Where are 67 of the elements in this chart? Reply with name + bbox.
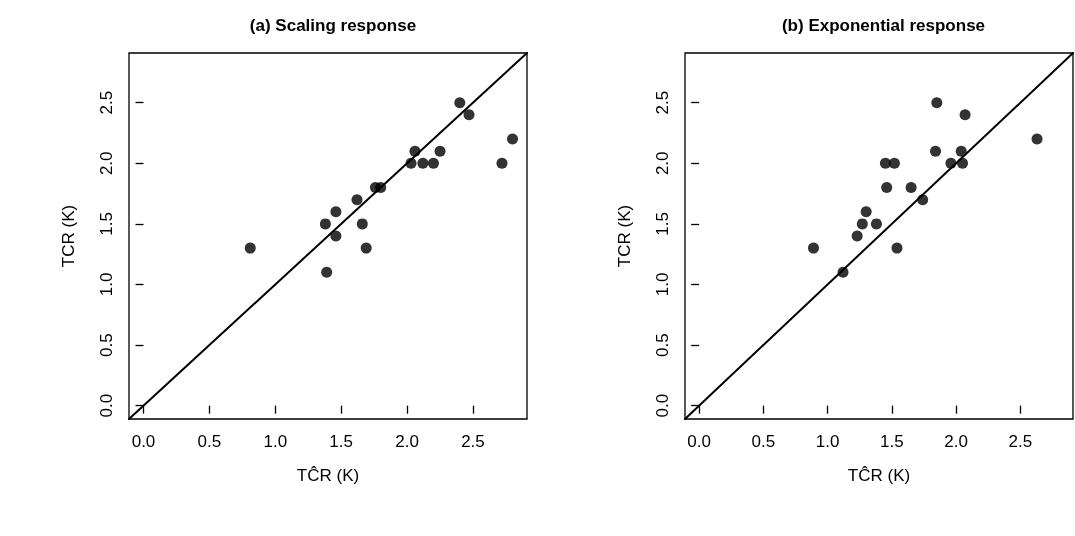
- point: [454, 97, 466, 109]
- point: [860, 206, 872, 218]
- point: [917, 194, 929, 206]
- y-tick-label: 1.0: [97, 272, 116, 297]
- point: [375, 182, 387, 194]
- point: [244, 242, 256, 254]
- point: [881, 182, 893, 194]
- y-axis-title: TCR (K): [59, 204, 78, 268]
- point: [330, 230, 342, 242]
- point: [507, 133, 518, 145]
- point: [356, 218, 368, 230]
- chart-title: (b) Exponential response: [781, 16, 986, 35]
- y-tick-label: 0.0: [653, 393, 672, 418]
- point: [888, 157, 900, 169]
- point: [879, 157, 891, 169]
- point: [957, 157, 969, 169]
- point: [496, 157, 508, 169]
- point: [930, 145, 942, 157]
- point: [405, 157, 417, 169]
- y-tick-label: 2.5: [97, 90, 116, 115]
- x-axis-title: TĈR (K): [847, 466, 911, 485]
- point: [851, 230, 863, 242]
- point: [417, 157, 429, 169]
- x-tick-label: 1.0: [815, 432, 840, 451]
- x-tick-label: 2.5: [461, 432, 485, 451]
- point: [837, 266, 849, 278]
- y-tick-label: 0.5: [653, 333, 672, 357]
- x-tick-label: 0.5: [751, 432, 776, 451]
- point: [856, 218, 868, 230]
- y-tick-label: 2.0: [653, 151, 672, 176]
- x-tick-label: 0.5: [197, 432, 222, 451]
- x-tick-label: 2.0: [944, 432, 968, 451]
- x-axis-title: TĈR (K): [296, 466, 360, 485]
- point: [931, 97, 943, 109]
- point: [955, 145, 967, 157]
- point: [1031, 133, 1043, 145]
- y-tick-label: 2.0: [97, 151, 116, 176]
- point: [321, 266, 333, 278]
- y-tick-label: 1.5: [653, 212, 672, 236]
- y-tick-label: 1.5: [97, 212, 116, 236]
- point: [351, 194, 363, 206]
- x-tick-label: 1.0: [263, 432, 288, 451]
- point: [891, 242, 903, 254]
- point: [434, 145, 446, 157]
- x-tick-label: 2.5: [1008, 432, 1033, 451]
- y-tick-label: 1.0: [653, 272, 672, 297]
- y-tick-label: 2.5: [653, 90, 672, 115]
- point: [427, 157, 439, 169]
- point: [360, 242, 372, 254]
- point: [905, 182, 917, 194]
- y-axis-title: TCR (K): [615, 204, 634, 268]
- point: [959, 109, 971, 121]
- x-tick-label: 2.0: [395, 432, 419, 451]
- point: [870, 218, 882, 230]
- point: [945, 157, 957, 169]
- y-tick-label: 0.5: [97, 333, 116, 357]
- point: [409, 145, 421, 157]
- x-tick-label: 0.0: [131, 432, 156, 451]
- point: [463, 109, 475, 121]
- x-tick-label: 1.5: [329, 432, 353, 451]
- x-tick-label: 1.5: [880, 432, 904, 451]
- chart-title: (a) Scaling response: [249, 16, 417, 35]
- x-tick-label: 0.0: [687, 432, 711, 451]
- y-tick-label: 0.0: [97, 393, 116, 418]
- point: [807, 242, 819, 254]
- point: [330, 206, 342, 218]
- point: [319, 218, 331, 230]
